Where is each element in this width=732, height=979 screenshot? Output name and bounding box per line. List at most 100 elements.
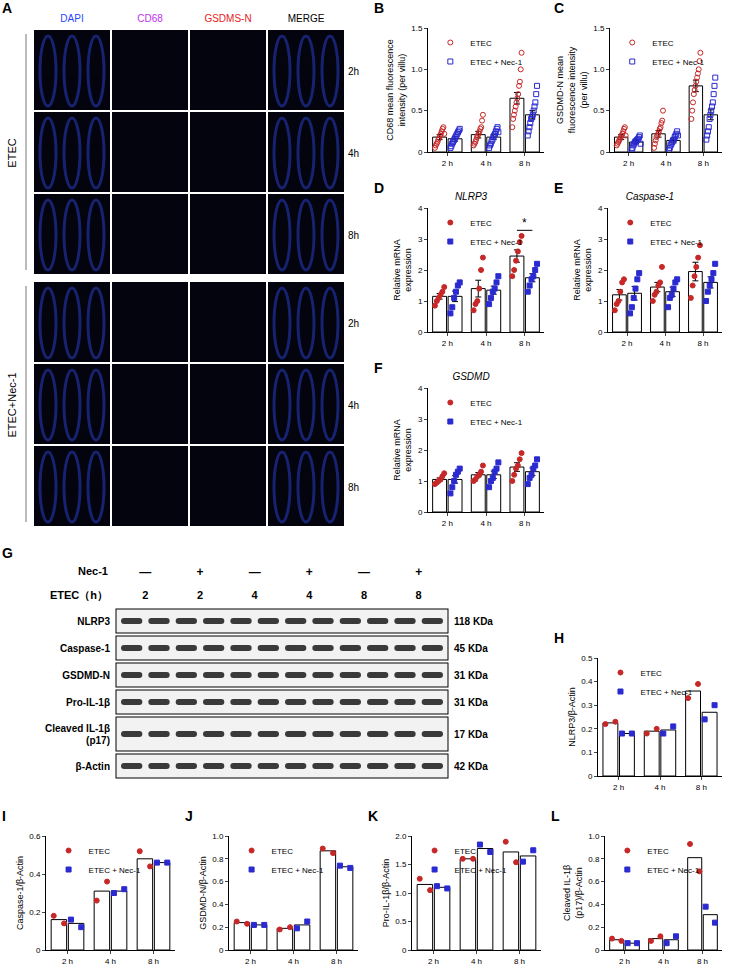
svg-text:0.2: 0.2: [212, 923, 224, 932]
svg-text:+: +: [415, 565, 422, 579]
svg-text:0.2: 0.2: [581, 725, 593, 734]
svg-text:4: 4: [598, 204, 603, 213]
svg-text:ETEC: ETEC: [89, 847, 111, 856]
svg-text:0: 0: [588, 772, 593, 781]
svg-text:ETEC + Nec-1: ETEC + Nec-1: [470, 418, 522, 427]
svg-text:0: 0: [418, 148, 423, 157]
svg-text:GSDMD: GSDMD: [452, 371, 489, 382]
svg-text:GSDMD-N meanfluorescence inten: GSDMD-N meanfluorescence intensity(per v…: [555, 46, 588, 133]
svg-text:8 h: 8 h: [148, 957, 159, 966]
svg-text:0.8: 0.8: [212, 855, 224, 864]
svg-text:CD68: CD68: [137, 13, 163, 24]
svg-text:—: —: [139, 565, 151, 579]
svg-text:ETEC + Nec-1: ETEC + Nec-1: [470, 58, 522, 67]
svg-text:1.0: 1.0: [212, 832, 224, 841]
svg-text:ETEC: ETEC: [650, 219, 672, 228]
svg-text:31 KDa: 31 KDa: [454, 670, 488, 681]
svg-text:4 h: 4 h: [480, 519, 491, 528]
svg-text:2: 2: [142, 589, 148, 601]
svg-text:0: 0: [600, 148, 605, 157]
svg-text:ETEC + Nec-1: ETEC + Nec-1: [89, 866, 141, 875]
svg-text:2h: 2h: [348, 318, 359, 329]
svg-text:2: 2: [418, 266, 423, 275]
svg-text:ETEC + Nec-1: ETEC + Nec-1: [272, 866, 324, 875]
svg-text:DAPI: DAPI: [60, 13, 83, 24]
svg-text:42 KDa: 42 KDa: [454, 761, 488, 772]
svg-text:1.0: 1.0: [411, 65, 423, 74]
svg-text:4 h: 4 h: [480, 159, 491, 168]
svg-text:0: 0: [418, 328, 423, 337]
svg-text:4h: 4h: [348, 400, 359, 411]
svg-text:8 h: 8 h: [698, 159, 709, 168]
svg-text:3: 3: [418, 415, 423, 424]
svg-text:ETEC: ETEC: [470, 219, 492, 228]
svg-text:Relative mRNAexpression: Relative mRNAexpression: [392, 239, 414, 301]
svg-text:0.2: 0.2: [588, 923, 600, 932]
svg-text:1.5: 1.5: [395, 860, 407, 869]
svg-text:NLRP3/β-Actin: NLRP3/β-Actin: [567, 687, 577, 747]
svg-text:ETEC + Nec-1: ETEC + Nec-1: [470, 238, 522, 247]
svg-text:1.0: 1.0: [588, 832, 600, 841]
svg-text:0.5: 0.5: [581, 654, 593, 663]
svg-text:4 h: 4 h: [105, 957, 116, 966]
svg-text:4: 4: [418, 204, 423, 213]
svg-text:8h: 8h: [348, 482, 359, 493]
svg-text:(p17): (p17): [86, 735, 110, 746]
svg-text:—: —: [358, 565, 370, 579]
svg-text:8 h: 8 h: [519, 519, 530, 528]
svg-text:—: —: [249, 565, 261, 579]
svg-text:0.4: 0.4: [212, 900, 224, 909]
svg-text:Relative mRNAexpression: Relative mRNAexpression: [572, 239, 594, 301]
svg-text:0.8: 0.8: [588, 855, 600, 864]
svg-text:2 h: 2 h: [442, 519, 453, 528]
svg-text:Caspase-1: Caspase-1: [626, 191, 674, 202]
svg-text:Relative mRNAexpression: Relative mRNAexpression: [392, 419, 414, 481]
svg-text:+: +: [196, 565, 203, 579]
svg-text:NLRP3: NLRP3: [77, 616, 110, 627]
svg-text:2 h: 2 h: [442, 339, 453, 348]
svg-text:1: 1: [418, 477, 423, 486]
svg-text:0: 0: [402, 946, 407, 955]
svg-text:8 h: 8 h: [697, 339, 708, 348]
svg-text:Pro-IL-1β/β-Actin: Pro-IL-1β/β-Actin: [381, 859, 391, 927]
svg-text:ETEC + Nec-1: ETEC + Nec-1: [647, 866, 699, 875]
svg-text:ETEC: ETEC: [6, 138, 18, 167]
svg-text:2 h: 2 h: [613, 783, 624, 792]
svg-text:0: 0: [219, 946, 224, 955]
svg-text:45 KDa: 45 KDa: [454, 643, 488, 654]
svg-text:0: 0: [418, 508, 423, 517]
svg-text:MERGE: MERGE: [288, 13, 325, 24]
svg-text:0.4: 0.4: [588, 900, 600, 909]
svg-text:2 h: 2 h: [62, 957, 73, 966]
svg-text:*: *: [522, 216, 527, 230]
svg-text:2 h: 2 h: [623, 159, 634, 168]
svg-text:1: 1: [598, 297, 603, 306]
svg-text:0: 0: [598, 328, 603, 337]
svg-text:1.0: 1.0: [593, 65, 605, 74]
svg-text:2 h: 2 h: [428, 957, 439, 966]
svg-text:118 KDa: 118 KDa: [454, 616, 493, 627]
svg-text:8 h: 8 h: [519, 339, 530, 348]
svg-text:ETEC: ETEC: [272, 847, 294, 856]
svg-text:1.5: 1.5: [411, 24, 423, 33]
svg-text:Cleaved IL-1β(p17)/β-Actin: Cleaved IL-1β(p17)/β-Actin: [562, 865, 584, 921]
svg-text:4 h: 4 h: [654, 783, 665, 792]
svg-text:8 h: 8 h: [696, 783, 707, 792]
svg-text:0.5: 0.5: [395, 917, 407, 926]
svg-text:8: 8: [416, 589, 422, 601]
svg-text:2 h: 2 h: [619, 957, 630, 966]
svg-text:1.0: 1.0: [395, 889, 407, 898]
svg-text:β-Actin: β-Actin: [76, 761, 110, 772]
svg-text:8 h: 8 h: [331, 957, 342, 966]
svg-text:0.2: 0.2: [29, 908, 41, 917]
svg-text:3: 3: [598, 235, 603, 244]
svg-text:8 h: 8 h: [514, 957, 525, 966]
svg-text:ETEC（h）: ETEC（h）: [50, 589, 108, 602]
svg-text:0.6: 0.6: [29, 832, 41, 841]
svg-text:4 h: 4 h: [471, 957, 482, 966]
svg-text:3: 3: [418, 235, 423, 244]
svg-text:8 h: 8 h: [697, 957, 708, 966]
svg-text:ETEC: ETEC: [470, 399, 492, 408]
svg-text:0.4: 0.4: [581, 677, 593, 686]
svg-text:0: 0: [36, 946, 41, 955]
